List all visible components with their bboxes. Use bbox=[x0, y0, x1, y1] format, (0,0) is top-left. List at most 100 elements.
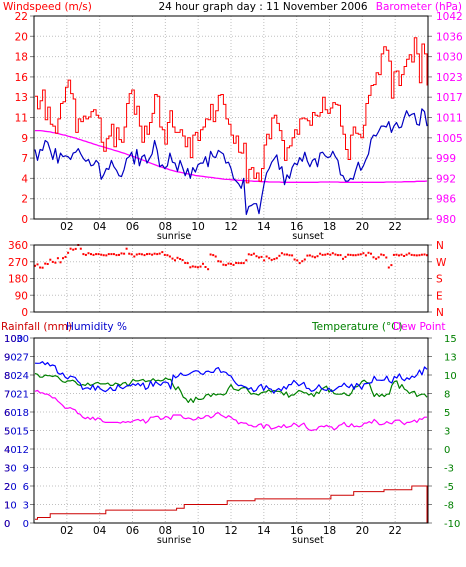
direction-point bbox=[194, 265, 197, 268]
humidity-secondary-y-tick-label: 12 bbox=[16, 445, 29, 456]
climate-panel-x-tick-label: 16 bbox=[290, 525, 304, 537]
rainfall-line bbox=[35, 485, 428, 523]
direction-point bbox=[148, 252, 151, 255]
direction-point bbox=[64, 255, 67, 258]
direction-point bbox=[283, 253, 286, 256]
wind-panel-x-tick-label: 06 bbox=[126, 221, 140, 233]
temperature-y-tick-label: 10 bbox=[444, 371, 457, 382]
wind-panel-frame bbox=[33, 15, 429, 220]
direction-point bbox=[110, 253, 113, 256]
rainfall-axis-title: Rainfall (mm) bbox=[1, 321, 72, 333]
direction-point bbox=[288, 254, 291, 257]
direction-point bbox=[329, 253, 332, 256]
direction-point bbox=[191, 265, 194, 268]
humidity-y-tick-label: 90 bbox=[4, 353, 17, 364]
direction-point bbox=[293, 258, 296, 261]
humidity-secondary-y-tick-label: 21 bbox=[16, 390, 29, 401]
direction-y-tick-label: 90 bbox=[15, 290, 28, 302]
baro-y-tick-label: 1017 bbox=[436, 92, 463, 104]
climate-panel-x-tick-label: 22 bbox=[388, 525, 401, 537]
baro-y-tick-label: 1005 bbox=[436, 133, 463, 145]
climate-panel-x-tick-label: 10 bbox=[191, 525, 204, 537]
direction-point bbox=[250, 253, 253, 256]
compass-y-tick-label: N bbox=[436, 240, 444, 252]
direction-point bbox=[209, 253, 212, 256]
humidity-y-tick-label: 10 bbox=[4, 501, 17, 512]
direction-point bbox=[161, 251, 164, 254]
direction-point bbox=[115, 254, 118, 257]
baro-y-tick-label: 999 bbox=[436, 153, 456, 165]
humidity-line bbox=[34, 361, 428, 394]
direction-point bbox=[385, 256, 388, 259]
humidity-secondary-y-tick-label: 0 bbox=[23, 519, 29, 530]
direction-point bbox=[280, 252, 283, 255]
direction-point bbox=[408, 252, 411, 255]
direction-point bbox=[158, 252, 161, 255]
climate-panel-x-tick-label: 08 bbox=[159, 525, 172, 537]
direction-point bbox=[176, 256, 179, 259]
direction-point bbox=[331, 252, 334, 255]
direction-point bbox=[247, 253, 250, 256]
humidity-secondary-y-tick-label: 3 bbox=[23, 501, 29, 512]
humidity-y-tick-label: 40 bbox=[4, 445, 17, 456]
direction-point bbox=[354, 254, 357, 257]
direction-point bbox=[377, 256, 380, 259]
direction-point bbox=[212, 254, 215, 257]
direction-point bbox=[133, 255, 136, 258]
rainfall-y-tick-label: 4 bbox=[4, 445, 10, 456]
wind-gust-line bbox=[35, 37, 428, 184]
climate-panel-sunrise-label: sunrise bbox=[157, 535, 191, 546]
direction-y-tick-label: 180 bbox=[8, 274, 28, 286]
direction-point bbox=[174, 259, 176, 262]
climate-panel-x-tick-label: 18 bbox=[323, 525, 336, 537]
direction-point bbox=[415, 254, 418, 257]
compass-y-tick-label: N bbox=[436, 307, 444, 319]
wind-y-tick-label: 22 bbox=[15, 11, 28, 23]
direction-point bbox=[112, 253, 115, 256]
direction-point bbox=[166, 254, 169, 257]
direction-point bbox=[349, 253, 352, 256]
barometer-line bbox=[35, 129, 428, 183]
direction-point bbox=[359, 253, 362, 256]
wind-y-tick-label: 7 bbox=[21, 153, 28, 165]
direction-point bbox=[326, 252, 329, 255]
direction-point bbox=[398, 254, 400, 257]
temperature-y-tick-label: 15 bbox=[444, 334, 457, 345]
rainfall-y-tick-label: 8 bbox=[4, 371, 10, 382]
direction-point bbox=[56, 257, 59, 260]
direction-point bbox=[265, 255, 268, 258]
direction-point bbox=[214, 255, 217, 258]
temperature-y-tick-label: 5 bbox=[444, 408, 450, 419]
direction-point bbox=[72, 248, 75, 251]
direction-point bbox=[222, 263, 225, 266]
direction-point bbox=[420, 253, 423, 256]
direction-point bbox=[426, 254, 428, 257]
humidity-secondary-y-tick-label: 15 bbox=[16, 427, 29, 438]
baro-y-tick-label: 980 bbox=[436, 214, 456, 226]
direction-point bbox=[227, 262, 230, 265]
direction-point bbox=[372, 256, 375, 259]
direction-point bbox=[245, 259, 248, 262]
wind-panel-x-tick-label: 14 bbox=[257, 221, 271, 233]
direction-point bbox=[316, 255, 319, 258]
rainfall-y-tick-label: 9 bbox=[4, 353, 10, 364]
direction-point bbox=[125, 247, 128, 250]
wind-panel-x-tick-label: 04 bbox=[93, 221, 107, 233]
direction-point bbox=[54, 261, 57, 264]
wind-panel-x-tick-label: 22 bbox=[388, 221, 401, 233]
direction-point bbox=[347, 253, 350, 256]
direction-point bbox=[232, 263, 235, 266]
baro-y-tick-label: 1030 bbox=[436, 52, 463, 64]
direction-point bbox=[263, 259, 266, 262]
direction-point bbox=[87, 252, 90, 255]
wind-panel-x-tick-label: 02 bbox=[60, 221, 73, 233]
direction-point bbox=[298, 262, 301, 265]
compass-y-tick-label: E bbox=[436, 290, 443, 302]
wind-panel-x-tick-label: 08 bbox=[159, 221, 172, 233]
humidity-y-tick-label: 80 bbox=[4, 371, 17, 382]
direction-point bbox=[202, 262, 204, 265]
temperature-y-tick-label: -5 bbox=[444, 482, 454, 493]
humidity-y-tick-label: 70 bbox=[4, 390, 17, 401]
